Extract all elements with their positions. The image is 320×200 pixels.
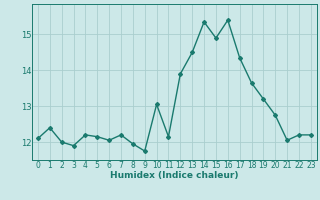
X-axis label: Humidex (Indice chaleur): Humidex (Indice chaleur) [110, 171, 239, 180]
